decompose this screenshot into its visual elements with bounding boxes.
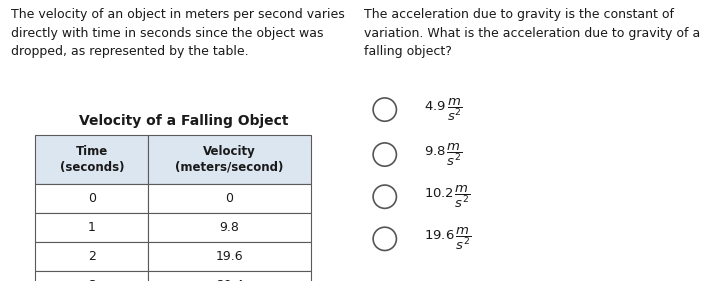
Text: 29.4: 29.4 bbox=[215, 279, 244, 281]
Bar bbox=[148, 135, 311, 184]
Ellipse shape bbox=[373, 98, 397, 121]
Ellipse shape bbox=[373, 185, 397, 208]
Text: 19.6: 19.6 bbox=[215, 250, 244, 263]
Text: Time
(seconds): Time (seconds) bbox=[59, 145, 124, 174]
Text: 3: 3 bbox=[88, 279, 96, 281]
Bar bbox=[148, 242, 311, 271]
Text: Velocity of a Falling Object: Velocity of a Falling Object bbox=[79, 114, 288, 128]
Text: $10.2\,\dfrac{m}{s^2}$: $10.2\,\dfrac{m}{s^2}$ bbox=[424, 183, 470, 210]
Bar bbox=[148, 271, 311, 281]
Text: $4.9\,\dfrac{m}{s^2}$: $4.9\,\dfrac{m}{s^2}$ bbox=[424, 96, 462, 123]
Bar bbox=[148, 184, 311, 213]
Text: 2: 2 bbox=[88, 250, 96, 263]
Text: 0: 0 bbox=[88, 192, 96, 205]
Text: 1: 1 bbox=[88, 221, 96, 234]
Bar bbox=[148, 213, 311, 242]
Text: 9.8: 9.8 bbox=[220, 221, 239, 234]
Text: Velocity
(meters/second): Velocity (meters/second) bbox=[175, 145, 284, 174]
Bar bbox=[35, 213, 148, 242]
Ellipse shape bbox=[373, 227, 397, 250]
Text: The velocity of an object in meters per second varies
directly with time in seco: The velocity of an object in meters per … bbox=[11, 8, 345, 58]
Ellipse shape bbox=[373, 143, 397, 166]
Bar bbox=[35, 135, 148, 184]
Bar bbox=[35, 242, 148, 271]
Text: 0: 0 bbox=[225, 192, 234, 205]
Text: The acceleration due to gravity is the constant of
variation. What is the accele: The acceleration due to gravity is the c… bbox=[364, 8, 700, 58]
Bar bbox=[35, 184, 148, 213]
Text: $9.8\,\dfrac{m}{s^2}$: $9.8\,\dfrac{m}{s^2}$ bbox=[424, 141, 462, 168]
Text: $19.6\,\dfrac{m}{s^2}$: $19.6\,\dfrac{m}{s^2}$ bbox=[424, 226, 471, 252]
Bar bbox=[35, 271, 148, 281]
